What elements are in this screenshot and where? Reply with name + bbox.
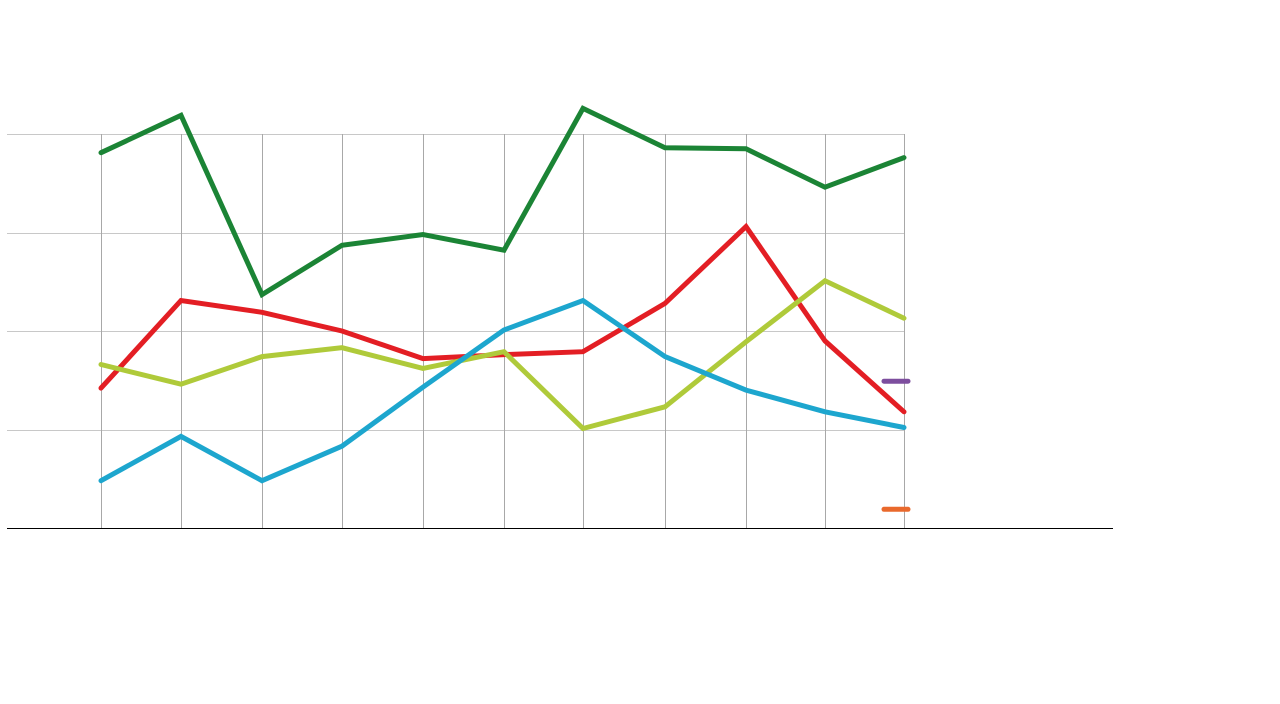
series-line-1 xyxy=(98,105,907,299)
series-lines xyxy=(98,105,907,484)
series-markers xyxy=(881,378,911,512)
series-line-3 xyxy=(98,277,907,432)
grid-lines xyxy=(7,134,905,528)
series-line-2 xyxy=(98,222,907,415)
series-line-4 xyxy=(98,297,907,484)
